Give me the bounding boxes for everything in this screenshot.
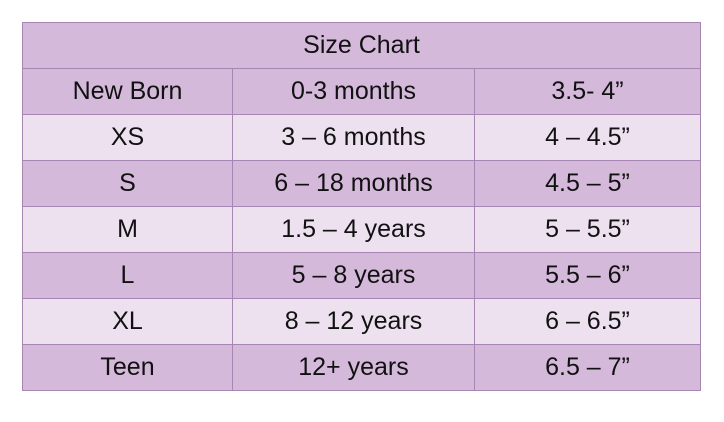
measurement: 6 – 6.5”: [473, 298, 702, 345]
measurement: 5.5 – 6”: [473, 252, 702, 299]
size-row: M 1.5 – 4 years 5 – 5.5”: [22, 206, 702, 253]
size-label: M: [22, 206, 233, 253]
measurement: 4 – 4.5”: [473, 114, 702, 161]
age-range: 1.5 – 4 years: [232, 206, 475, 253]
table-title: Size Chart: [21, 22, 702, 69]
age-range: 8 – 12 years: [232, 298, 475, 345]
size-label: New Born: [22, 68, 233, 115]
title-row: Size Chart: [21, 22, 702, 69]
size-label: L: [22, 252, 233, 299]
age-range: 0-3 months: [232, 68, 475, 115]
size-row: XS 3 – 6 months 4 – 4.5”: [22, 114, 702, 161]
age-range: 3 – 6 months: [232, 114, 475, 161]
measurement: 6.5 – 7”: [473, 344, 702, 391]
size-row: New Born 0-3 months 3.5- 4”: [22, 68, 702, 115]
size-label: S: [22, 160, 233, 207]
size-row: XL 8 – 12 years 6 – 6.5”: [22, 298, 702, 345]
measurement: 3.5- 4”: [473, 68, 702, 115]
size-label: XS: [22, 114, 233, 161]
age-range: 5 – 8 years: [232, 252, 475, 299]
size-label: XL: [22, 298, 233, 345]
size-label: Teen: [22, 344, 233, 391]
size-table: Size Chart New Born 0-3 months 3.5- 4” XS 3 …: [21, 22, 702, 391]
age-range: 6 – 18 months: [232, 160, 475, 207]
age-range: 12+ years: [232, 344, 475, 391]
measurement: 4.5 – 5”: [473, 160, 702, 207]
size-row: Teen 12+ years 6.5 – 7”: [22, 344, 702, 391]
table-body: Size Chart New Born 0-3 months 3.5- 4” XS 3 …: [21, 22, 702, 391]
measurement: 5 – 5.5”: [473, 206, 702, 253]
